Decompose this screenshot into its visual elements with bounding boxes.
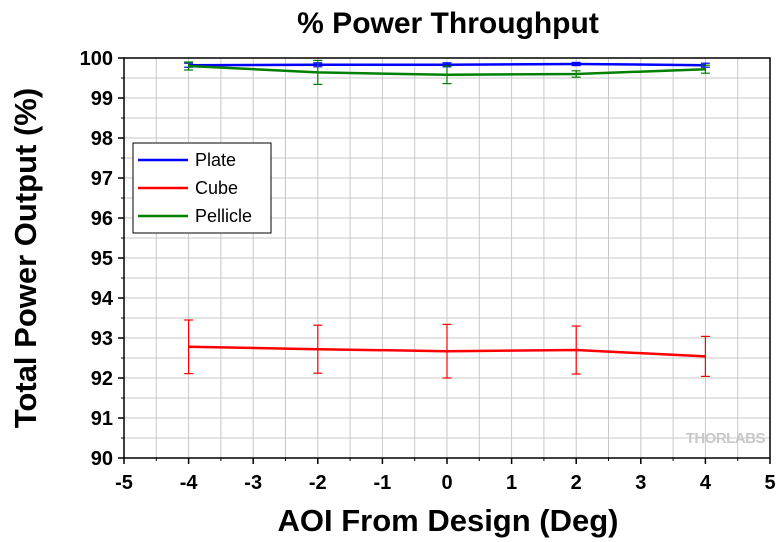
y-tick-label: 91 <box>91 408 113 430</box>
y-tick-label: 95 <box>91 248 113 270</box>
legend-label-cube: Cube <box>195 178 238 198</box>
y-tick-label: 96 <box>91 208 113 230</box>
x-tick-label: -4 <box>180 472 199 494</box>
x-tick-label: 4 <box>700 472 712 494</box>
y-tick-label: 90 <box>91 448 113 470</box>
x-tick-label: 0 <box>441 472 452 494</box>
legend: Plate Cube Pellicle <box>132 142 272 234</box>
cube-line <box>188 345 706 358</box>
legend-label-pellicle: Pellicle <box>195 206 252 226</box>
x-tick-label: -1 <box>374 472 392 494</box>
x-tick-label: 3 <box>635 472 646 494</box>
data-series <box>184 59 710 379</box>
y-tick-label: 97 <box>91 168 113 190</box>
legend-label-plate: Plate <box>195 150 236 170</box>
x-axis-label: AOI From Design (Deg) <box>277 503 618 538</box>
y-tick-label: 99 <box>91 88 113 110</box>
cube-series <box>184 319 710 379</box>
pellicle-line <box>188 64 706 77</box>
x-tick-label: 5 <box>764 472 775 494</box>
y-tick-label: 98 <box>91 128 113 150</box>
grid-lines <box>123 57 771 459</box>
pellicle-series <box>184 59 710 86</box>
y-tick-label: 100 <box>80 48 113 70</box>
y-tick-label: 94 <box>91 288 114 310</box>
x-tick-label: 1 <box>506 472 517 494</box>
plate-line <box>188 62 706 67</box>
axis-ticks: -5 -4 -3 -2 -1 0 1 2 3 4 5 90 91 92 93 94 95 96 97 98 99 100 <box>80 48 776 494</box>
plot-frame <box>123 57 771 459</box>
x-tick-label: 2 <box>571 472 582 494</box>
chart-title: % Power Throughput <box>297 7 599 40</box>
x-tick-label: -2 <box>309 472 327 494</box>
x-tick-label: -5 <box>115 472 133 494</box>
y-axis-label: Total Power Output (%) <box>8 88 43 428</box>
x-tick-label: -3 <box>244 472 262 494</box>
y-tick-label: 93 <box>91 328 113 350</box>
thorlabs-watermark: THORLABS <box>686 430 766 447</box>
y-tick-label: 92 <box>91 368 113 390</box>
